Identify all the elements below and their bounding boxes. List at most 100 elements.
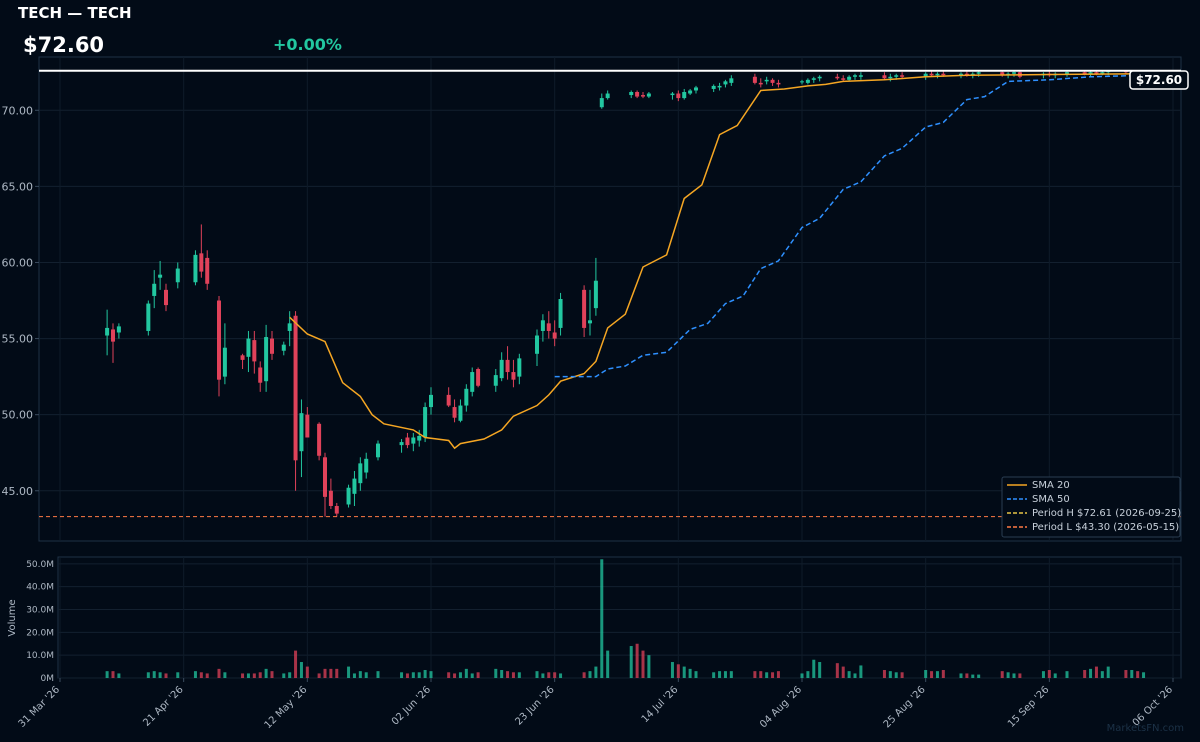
volume-bars bbox=[105, 559, 1146, 678]
volume-bar bbox=[335, 668, 339, 678]
candle-body bbox=[758, 82, 763, 85]
candle-body bbox=[546, 323, 551, 331]
volume-bar bbox=[270, 671, 274, 678]
price-tick-label: 70.00 bbox=[2, 104, 34, 117]
candle-body bbox=[328, 490, 333, 506]
volume-bar bbox=[541, 673, 545, 678]
volume-bar bbox=[723, 671, 727, 678]
candle-body bbox=[116, 326, 121, 333]
candle-body bbox=[935, 73, 940, 76]
volume-bar bbox=[470, 673, 474, 678]
candle-body bbox=[817, 76, 822, 79]
volume-bar bbox=[818, 662, 822, 678]
candle-body bbox=[476, 369, 481, 386]
volume-bar bbox=[494, 668, 498, 678]
candle-body bbox=[1094, 72, 1099, 74]
volume-bar bbox=[712, 672, 716, 678]
current-price: $72.60 bbox=[23, 33, 105, 57]
candle-body bbox=[888, 76, 893, 79]
candle-body bbox=[252, 340, 257, 362]
candle-body bbox=[493, 375, 498, 386]
sma20-line bbox=[289, 72, 1144, 450]
legend-sma20: SMA 20 bbox=[1032, 480, 1070, 491]
candle-body bbox=[670, 93, 675, 96]
candle-body bbox=[558, 299, 563, 328]
volume-bar bbox=[635, 643, 639, 678]
volume-bar bbox=[1094, 666, 1098, 678]
volume-bar bbox=[323, 668, 327, 678]
candle-body bbox=[629, 92, 634, 96]
volume-bar bbox=[317, 673, 321, 678]
candle-body bbox=[281, 344, 286, 351]
volume-bar bbox=[853, 673, 857, 678]
candle-body bbox=[105, 327, 110, 336]
time-tick-label: 12 May '26 bbox=[263, 684, 310, 731]
candle-body bbox=[199, 253, 204, 272]
candle-body bbox=[752, 76, 757, 83]
candle-body bbox=[364, 458, 369, 473]
volume-bar bbox=[771, 672, 775, 678]
volume-bar bbox=[941, 670, 945, 678]
volume-bar bbox=[888, 671, 892, 678]
candle-body bbox=[582, 289, 587, 328]
candle-body bbox=[405, 437, 410, 446]
candle-body bbox=[882, 75, 887, 79]
price-tick-label: 65.00 bbox=[2, 180, 34, 193]
volume-bar bbox=[688, 668, 692, 678]
candle-body bbox=[641, 95, 645, 97]
last-price-label: $72.60 bbox=[1136, 73, 1182, 87]
volume-bar bbox=[930, 671, 934, 678]
volume-bar bbox=[1018, 673, 1022, 678]
volume-bar bbox=[223, 672, 227, 678]
volume-bar bbox=[553, 672, 557, 678]
volume-bar bbox=[812, 659, 816, 678]
candle-body bbox=[764, 79, 769, 82]
volume-bar bbox=[776, 671, 780, 678]
volume-grid bbox=[58, 557, 1181, 679]
volume-bar bbox=[847, 671, 851, 678]
candle-body bbox=[240, 355, 245, 360]
time-tick-label: 04 Aug '26 bbox=[758, 684, 804, 730]
volume-axis-label: Volume bbox=[7, 599, 18, 636]
volume-bar bbox=[364, 672, 368, 678]
volume-bar bbox=[935, 671, 939, 678]
volume-bar bbox=[464, 668, 468, 678]
candle-body bbox=[593, 280, 598, 309]
candle-body bbox=[299, 413, 304, 452]
watermark: MarketsFN.com bbox=[1106, 723, 1184, 734]
legend-period-low: Period L $43.30 (2026-05-15) bbox=[1032, 522, 1179, 533]
candle-body bbox=[599, 98, 604, 108]
volume-bar bbox=[511, 672, 515, 678]
volume-bar bbox=[305, 666, 309, 678]
volume-bar bbox=[1130, 670, 1134, 678]
candle-body bbox=[175, 268, 180, 283]
volume-bar bbox=[1053, 673, 1057, 678]
candle-body bbox=[605, 93, 610, 99]
volume-bar bbox=[694, 671, 698, 678]
volume-bar bbox=[352, 673, 356, 678]
time-tick-label: 21 Apr '26 bbox=[141, 684, 185, 728]
time-tick-label: 15 Sep '26 bbox=[1006, 684, 1052, 730]
candle-body bbox=[258, 367, 263, 383]
volume-bar bbox=[376, 671, 380, 678]
candle-body bbox=[535, 335, 539, 354]
price-tick-label: 50.00 bbox=[2, 409, 34, 422]
candle-body bbox=[264, 337, 269, 382]
volume-bar bbox=[535, 671, 539, 678]
volume-bar bbox=[594, 666, 598, 678]
price-axis: 45.00 50.00 55.00 60.00 65.00 70.00 bbox=[2, 104, 39, 498]
volume-bar bbox=[199, 672, 203, 678]
volume-bar bbox=[105, 671, 109, 678]
candle-body bbox=[711, 85, 716, 89]
candle-body bbox=[588, 320, 592, 324]
candle-body bbox=[423, 407, 428, 438]
volume-bar bbox=[759, 671, 763, 678]
candle-body bbox=[270, 338, 274, 354]
candle-body bbox=[1100, 72, 1105, 74]
volume-tick-label: 10.0M bbox=[26, 651, 54, 661]
volume-tick-label: 20.0M bbox=[26, 628, 54, 638]
candle-body bbox=[717, 85, 722, 88]
candle-body bbox=[1088, 72, 1093, 74]
candle-body bbox=[800, 81, 804, 83]
